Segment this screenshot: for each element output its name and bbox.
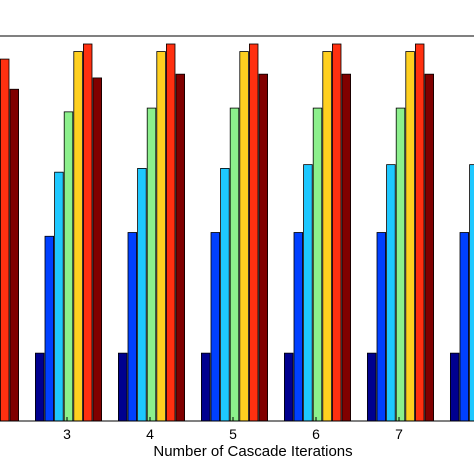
bar-4-5 xyxy=(156,51,166,422)
bar-7-6 xyxy=(414,43,425,422)
bar-7-7 xyxy=(424,73,435,422)
bar-7-5 xyxy=(405,51,415,422)
bar-6-3 xyxy=(303,164,313,422)
bar-4-2 xyxy=(127,232,138,422)
bar-3-6 xyxy=(83,43,93,422)
bar-3-4 xyxy=(63,111,74,422)
bar-6-6 xyxy=(331,43,342,422)
x-tick-label-3: 3 xyxy=(63,426,71,442)
bar-6-4 xyxy=(312,107,323,422)
bar-4-7 xyxy=(175,73,186,422)
bar-6-1 xyxy=(283,352,294,422)
bar-5-5 xyxy=(239,51,249,422)
bar-7-2 xyxy=(376,232,387,422)
bar-4-4 xyxy=(146,107,157,422)
bar-2-6 xyxy=(0,58,10,422)
x-ticks-layer: 2345678 xyxy=(63,417,403,442)
bar-7-4 xyxy=(395,107,406,422)
bar-6-5 xyxy=(322,51,332,422)
bar-2-7 xyxy=(9,88,20,422)
bar-5-2 xyxy=(210,232,221,422)
bar-8-3 xyxy=(469,164,474,422)
bar-3-1 xyxy=(35,352,45,422)
bar-8-1 xyxy=(449,352,460,422)
bar-5-1 xyxy=(200,352,211,422)
x-axis-label: Number of Cascade Iterations xyxy=(153,443,352,460)
bar-3-5 xyxy=(73,51,83,422)
bar-5-6 xyxy=(248,43,259,422)
bar-5-3 xyxy=(220,168,230,422)
bar-7-1 xyxy=(366,352,377,422)
bar-3-7 xyxy=(92,77,103,422)
bar-4-1 xyxy=(118,352,128,422)
bar-4-6 xyxy=(165,43,176,422)
bar-5-7 xyxy=(258,73,269,422)
x-tick-label-7: 7 xyxy=(395,426,403,442)
x-tick-label-5: 5 xyxy=(229,426,237,442)
bar-7-3 xyxy=(386,164,396,422)
bar-6-2 xyxy=(293,232,304,422)
x-tick-label-6: 6 xyxy=(312,426,320,442)
x-tick-label-4: 4 xyxy=(146,426,154,442)
bar-5-4 xyxy=(229,107,240,422)
bar-8-2 xyxy=(459,232,470,422)
bar-3-2 xyxy=(44,235,55,422)
bar-3-3 xyxy=(54,171,64,422)
bar-4-3 xyxy=(137,168,147,422)
bars-layer xyxy=(0,43,474,422)
bar-6-7 xyxy=(341,73,352,422)
